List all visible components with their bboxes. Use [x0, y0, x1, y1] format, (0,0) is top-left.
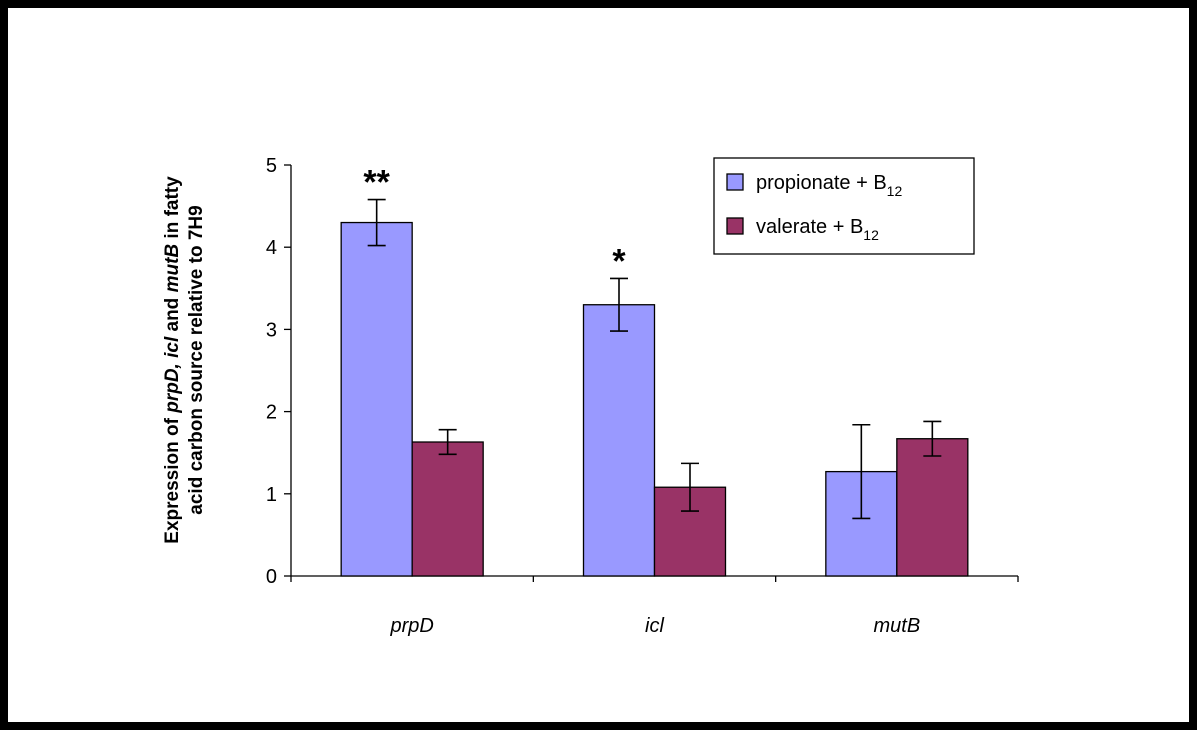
- y-tick-label: 4: [266, 237, 277, 259]
- y-tick-label: 0: [266, 566, 277, 588]
- legend-box: [713, 157, 975, 255]
- x-category-label: mutB: [873, 615, 920, 637]
- bar: [896, 438, 969, 577]
- legend: propionate + B12 valerate + B12: [713, 157, 975, 255]
- y-axis-title-line2: acid carbon source relative to 7H9: [186, 205, 207, 514]
- y-axis-title: Expression of prpD, icl and mutB in fatt…: [162, 176, 207, 544]
- y-tick-label: 1: [266, 484, 277, 506]
- x-category-label: prpD: [389, 615, 433, 637]
- significance-marker: *: [612, 242, 626, 280]
- legend-swatch: [726, 217, 744, 235]
- y-tick-label: 2: [266, 402, 277, 424]
- bar: [411, 441, 484, 577]
- legend-label: valerate + B12: [756, 216, 879, 243]
- y-tick-label: 3: [266, 319, 277, 341]
- y-tick-label: 5: [266, 155, 277, 177]
- y-axis-title-line1: Expression of prpD, icl and mutB in fatt…: [162, 176, 183, 544]
- x-category-label: icl: [645, 615, 664, 637]
- bar: [340, 221, 413, 577]
- bar: [582, 304, 656, 577]
- significance-marker: **: [363, 164, 390, 202]
- legend-label: propionate + B12: [756, 172, 902, 199]
- legend-swatch: [726, 173, 744, 191]
